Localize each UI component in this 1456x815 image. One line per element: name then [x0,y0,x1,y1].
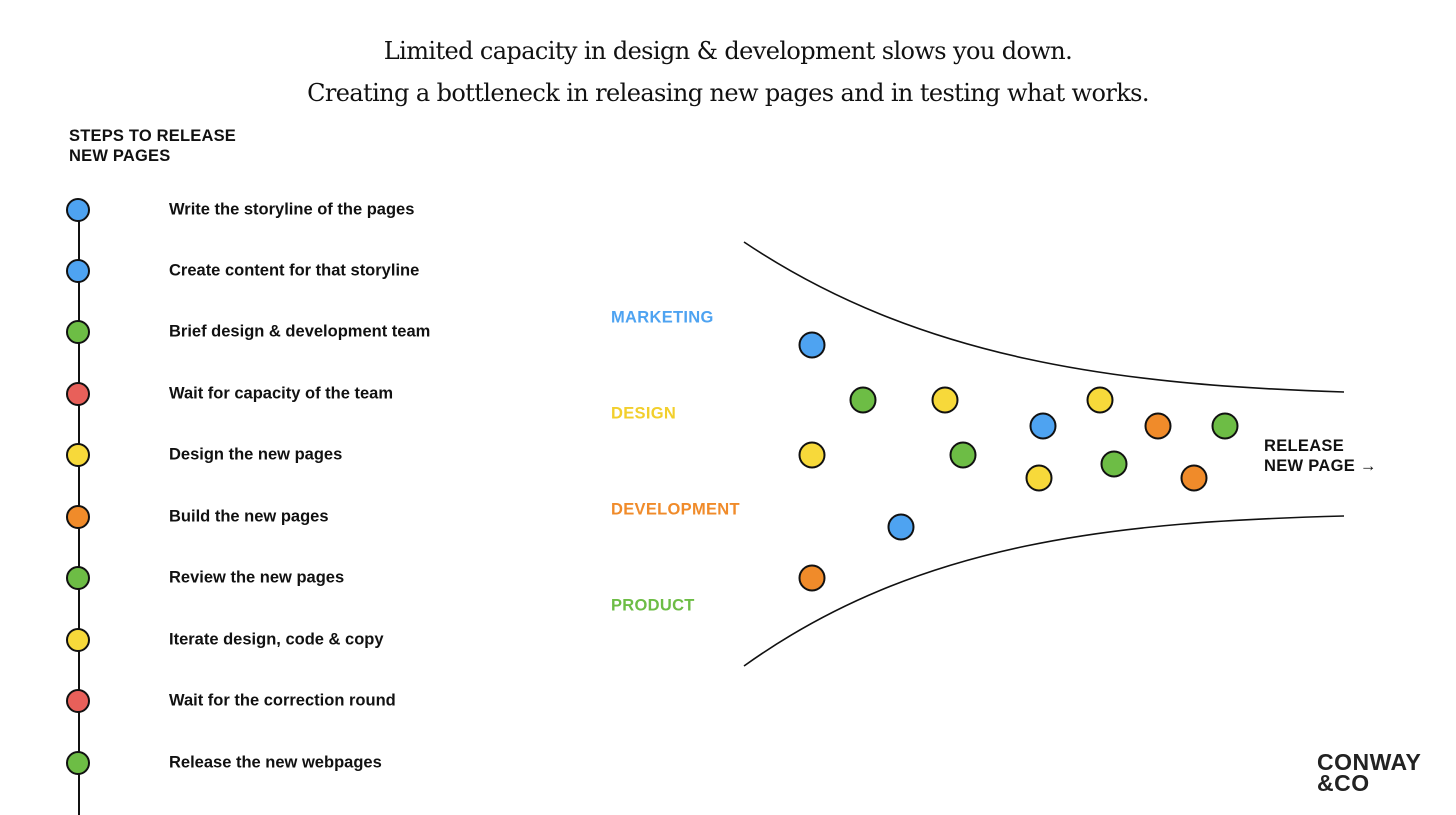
release-line-1: RELEASE [1264,437,1345,455]
funnel-dots [798,331,1239,592]
funnel-dot-green [1100,450,1128,478]
logo-line-2: &CO [1317,770,1370,796]
step-label: Build the new pages [169,507,329,526]
step-label: Design the new pages [169,445,343,464]
funnel-lower-curve [743,515,1345,667]
dept-label-marketing: MARKETING [611,308,714,327]
funnel-dot-yellow [798,441,826,469]
step-dot [66,320,90,344]
headline-line-1: Limited capacity in design & development… [383,37,1073,65]
logo-line-1: CONWAY [1317,749,1422,775]
dept-label-development: DEVELOPMENT [611,500,740,519]
step-dot [66,505,90,529]
funnel-dot-yellow [931,386,959,414]
funnel-dot-green [1211,412,1239,440]
funnel-dot-orange [798,564,826,592]
step-label: Wait for capacity of the team [169,384,394,403]
funnel-dot-orange [1144,412,1172,440]
step-label: Wait for the correction round [169,691,396,710]
funnel-dot-yellow [1025,464,1053,492]
step-label: Release the new webpages [169,753,382,772]
step-label: Create content for that storyline [169,261,420,280]
step-dot [66,566,90,590]
funnel-dot-yellow [1086,386,1114,414]
headline-line-2: Creating a bottleneck in releasing new p… [307,79,1149,107]
funnel-dot-green [949,441,977,469]
funnel-dot-orange [1180,464,1208,492]
step-dot [66,628,90,652]
funnel-dot-blue [887,513,915,541]
conway-co-logo: CONWAY &CO [1317,749,1422,796]
step-dot [66,259,90,283]
funnel-upper-curve [743,241,1345,393]
funnel-dot-green [849,386,877,414]
dept-label-product: PRODUCT [611,596,695,615]
step-label: Write the storyline of the pages [169,200,415,219]
steps-heading-line-2: NEW PAGES [69,147,171,165]
step-label: Brief design & development team [169,322,431,341]
steps-heading-line-1: STEPS TO RELEASE [69,127,237,145]
step-dot [66,382,90,406]
steps-heading: STEPS TO RELEASE NEW PAGES [69,126,236,166]
step-label: Review the new pages [169,568,345,587]
step-dot [66,198,90,222]
release-new-page-label: RELEASE NEW PAGE → [1264,436,1377,476]
step-dot [66,689,90,713]
step-label: Iterate design, code & copy [169,630,384,649]
dept-label-design: DESIGN [611,404,677,423]
step-dot [66,443,90,467]
step-dot [66,751,90,775]
funnel-dot-blue [1029,412,1057,440]
release-line-2: NEW PAGE → [1264,457,1377,475]
funnel-dot-blue [798,331,826,359]
